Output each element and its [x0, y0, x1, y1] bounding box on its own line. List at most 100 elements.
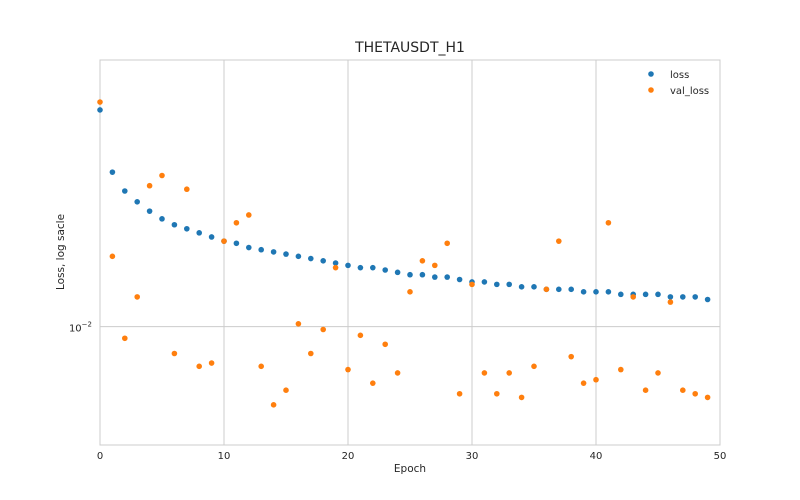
x-axis-label: Epoch — [394, 463, 426, 475]
point-val_loss — [357, 332, 364, 339]
point-loss — [494, 281, 500, 288]
point-loss — [680, 294, 686, 300]
grid-lines — [99, 60, 721, 445]
point-val_loss — [233, 219, 240, 226]
point-loss — [518, 284, 525, 290]
point-loss — [270, 249, 277, 255]
point-loss — [345, 262, 351, 269]
point-loss — [593, 289, 599, 295]
point-val_loss — [494, 390, 500, 397]
point-loss — [308, 255, 314, 262]
point-loss — [208, 234, 215, 240]
point-loss — [295, 253, 302, 260]
point-val_loss — [556, 238, 562, 244]
point-val_loss — [692, 390, 698, 397]
point-val_loss — [159, 172, 165, 179]
point-val_loss — [270, 402, 277, 408]
point-val_loss — [184, 186, 190, 193]
x-tick-label: 30 — [466, 451, 479, 462]
legend-label-val_loss: val_loss — [670, 86, 709, 97]
point-val_loss — [481, 370, 488, 376]
point-loss — [184, 225, 190, 232]
x-tick-label: 20 — [342, 451, 355, 462]
point-loss — [432, 274, 438, 280]
point-val_loss — [642, 387, 649, 394]
point-val_loss — [469, 281, 475, 288]
point-val_loss — [444, 240, 451, 247]
x-tick-label: 50 — [714, 451, 727, 462]
legend: loss val_loss — [648, 70, 709, 97]
y-axis-label: Loss, log sacle — [55, 214, 67, 290]
point-val_loss — [630, 294, 636, 300]
point-loss — [246, 244, 252, 251]
point-val_loss — [531, 363, 537, 370]
point-val_loss — [655, 370, 661, 376]
point-val_loss — [295, 321, 302, 327]
plot-area-frame — [99, 59, 721, 446]
point-loss — [531, 284, 537, 290]
point-val_loss — [432, 262, 438, 269]
point-val_loss — [109, 253, 116, 260]
point-val_loss — [518, 394, 525, 401]
y-axis-ticks: 10−2 — [69, 321, 92, 335]
point-loss — [605, 289, 612, 295]
point-val_loss — [320, 326, 327, 333]
point-loss — [109, 169, 116, 175]
point-loss — [283, 251, 289, 257]
point-loss — [618, 291, 624, 298]
legend-marker-val_loss — [648, 87, 654, 93]
point-loss — [171, 221, 178, 228]
x-tick-label: 0 — [97, 451, 103, 462]
point-loss — [419, 271, 426, 278]
point-val_loss — [506, 370, 512, 376]
point-val_loss — [97, 99, 103, 105]
point-loss — [320, 258, 327, 264]
x-tick-label: 40 — [590, 451, 603, 462]
point-val_loss — [345, 366, 351, 373]
point-val_loss — [580, 380, 587, 386]
point-loss — [370, 264, 376, 271]
point-loss — [134, 199, 140, 205]
point-loss — [97, 107, 103, 113]
point-loss — [196, 230, 202, 236]
data-points — [97, 99, 711, 408]
point-val_loss — [680, 387, 686, 394]
point-val_loss — [593, 376, 599, 383]
point-loss — [407, 271, 413, 278]
x-tick-label: 10 — [218, 451, 231, 462]
point-loss — [642, 291, 649, 298]
point-loss — [667, 294, 674, 300]
legend-label-loss: loss — [670, 70, 689, 81]
point-loss — [704, 296, 711, 303]
point-val_loss — [704, 394, 711, 401]
point-loss — [692, 294, 698, 300]
point-val_loss — [382, 341, 389, 348]
point-loss — [233, 240, 240, 247]
point-val_loss — [407, 289, 413, 295]
point-val_loss — [370, 380, 376, 386]
point-val_loss — [246, 212, 252, 218]
point-val_loss — [122, 335, 128, 342]
point-val_loss — [456, 390, 463, 397]
point-loss — [122, 188, 128, 194]
point-val_loss — [134, 294, 140, 300]
point-val_loss — [332, 264, 339, 271]
point-loss — [444, 274, 451, 280]
point-loss — [146, 208, 153, 214]
point-loss — [394, 269, 401, 276]
point-val_loss — [258, 363, 265, 370]
point-val_loss — [308, 350, 314, 357]
point-loss — [556, 286, 562, 293]
point-loss — [357, 264, 364, 271]
point-val_loss — [568, 353, 574, 360]
point-val_loss — [221, 238, 227, 244]
point-val_loss — [419, 258, 426, 264]
legend-marker-loss — [648, 71, 654, 77]
point-loss — [655, 291, 661, 298]
point-loss — [481, 279, 488, 285]
point-val_loss — [208, 360, 215, 366]
point-loss — [506, 281, 512, 288]
y-tick-label: 10−2 — [69, 321, 92, 335]
point-loss — [568, 286, 574, 293]
